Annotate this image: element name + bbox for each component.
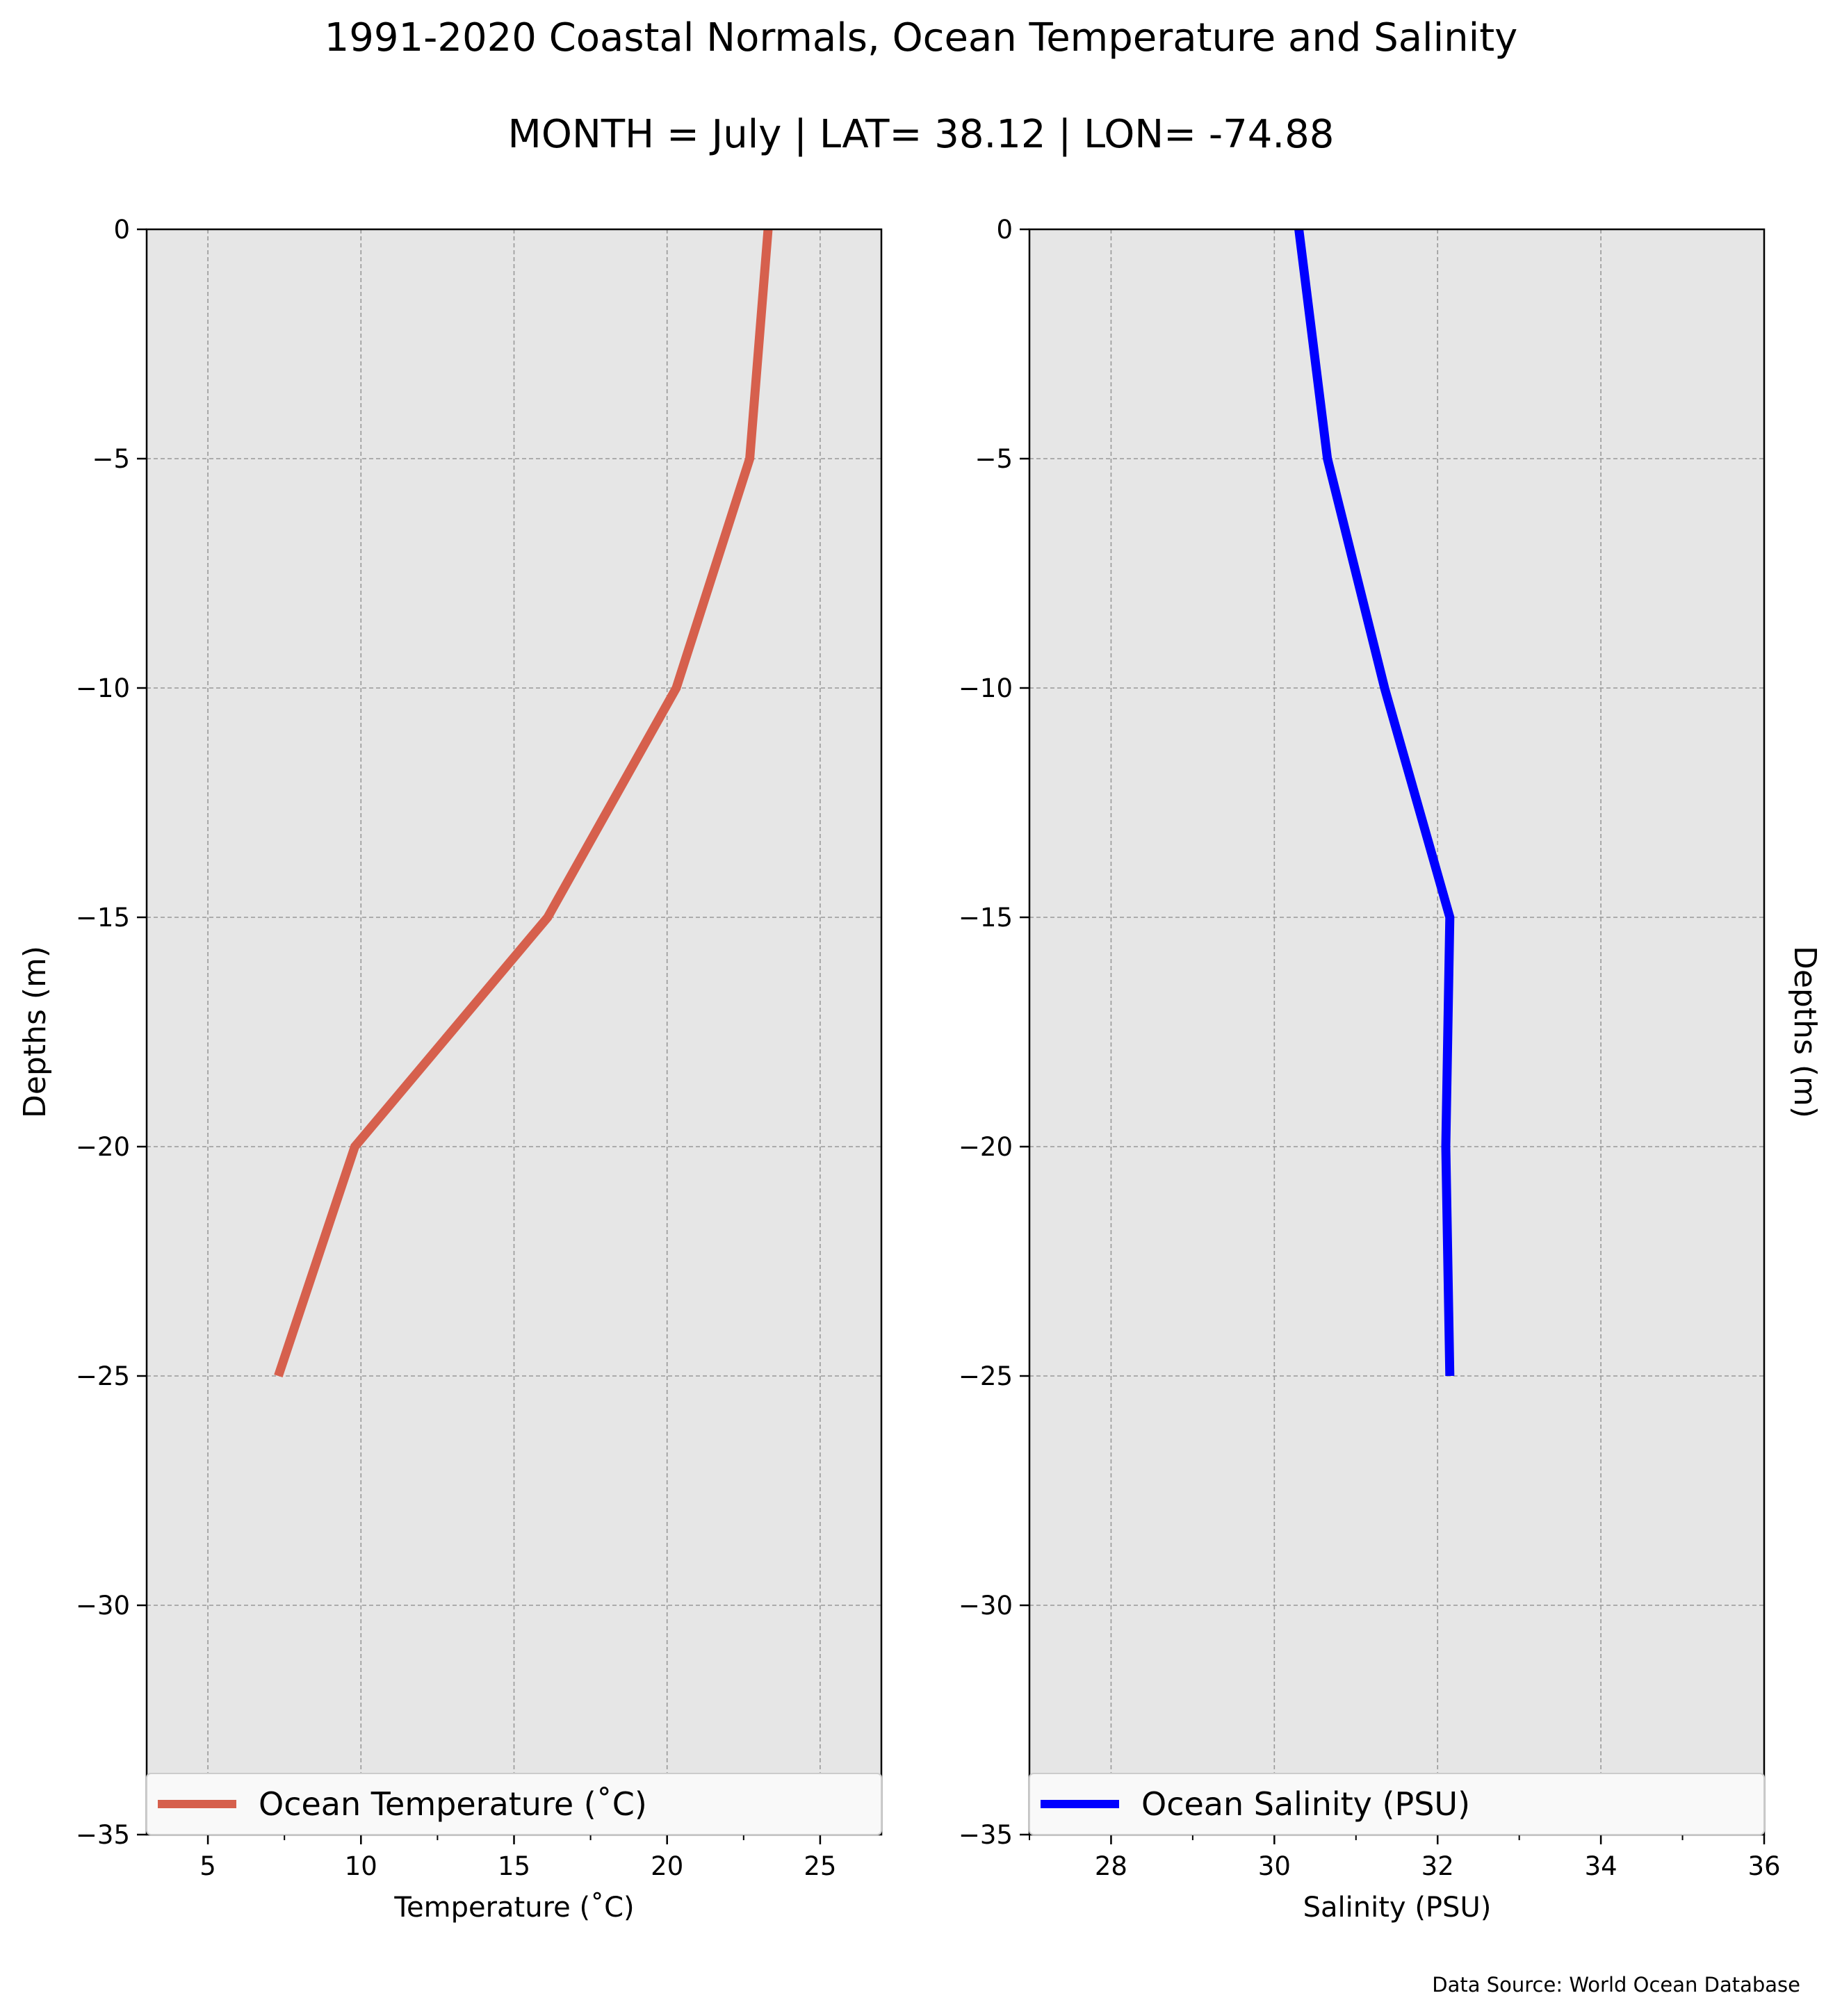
temperature-x-tick-label: 5 [199,1851,216,1881]
temperature-legend: Ocean Temperature (˚C) [146,1773,882,1835]
salinity-legend: Ocean Salinity (PSU) [1029,1773,1765,1835]
temperature-series-line [274,229,773,1378]
salinity-y-tick-label: −35 [959,1820,1013,1850]
salinity-x-axis-label: Salinity (PSU) [1303,1892,1492,1924]
temperature-legend-label: Ocean Temperature (˚C) [259,1785,647,1823]
temperature-y-tick-label: −10 [76,673,130,703]
salinity-y-tick-label: −5 [975,444,1013,474]
salinity-y-axis-label: Depths (m) [1787,946,1823,1118]
temperature-y-tick-label: −25 [76,1361,130,1391]
temperature-y-tick-label: −5 [92,444,130,474]
temperature-legend-box [146,1773,882,1835]
temperature-x-tick-label: 15 [498,1851,530,1881]
temperature-y-tick-label: −15 [76,903,130,933]
salinity-legend-label: Ocean Salinity (PSU) [1141,1785,1470,1823]
salinity-y-tick-label: −20 [959,1132,1013,1162]
salinity-y-tick-label: −30 [959,1591,1013,1621]
temperature-x-axis-label: Temperature (˚C) [393,1892,634,1924]
temperature-y-tick-label: −30 [76,1591,130,1621]
salinity-legend-box [1029,1773,1765,1835]
temperature-panel: 5 10 15 20 25 0 −5 −10 −15 −20 −25 −30 −35 Ocean Tem… [17,215,883,1924]
temperature-x-tick-label: 25 [804,1851,836,1881]
figure-subtitle: MONTH = July | LAT= 38.12 | LON= -74.88 [508,112,1335,157]
salinity-y-tick-label: −25 [959,1361,1013,1391]
temperature-x-tick-label: 10 [345,1851,377,1881]
temperature-gridlines [147,229,881,1835]
salinity-x-tick-label: 30 [1258,1851,1291,1881]
salinity-x-tick-label: 34 [1585,1851,1617,1881]
salinity-ticks: 28 30 32 34 36 0 −5 −10 −15 −20 −25 −30 −35 [959,215,1781,1881]
data-source-note: Data Source: World Ocean Database [1432,1973,1800,1997]
temperature-series [274,229,773,1378]
salinity-x-tick-label: 32 [1421,1851,1454,1881]
salinity-plot-area [1029,229,1764,1835]
salinity-series-line [1294,229,1455,1377]
temperature-y-axis-label: Depths (m) [17,946,53,1118]
temperature-y-tick-label: −35 [76,1820,130,1850]
salinity-series [1294,229,1455,1377]
temperature-y-tick-label: 0 [113,215,130,245]
salinity-x-tick-label: 36 [1747,1851,1780,1881]
salinity-x-tick-label: 28 [1095,1851,1127,1881]
salinity-y-tick-label: 0 [996,215,1013,245]
temperature-y-tick-label: −20 [76,1132,130,1162]
figure-title: 1991-2020 Coastal Normals, Ocean Tempera… [325,15,1518,60]
salinity-y-tick-label: −15 [959,903,1013,933]
temperature-ticks: 5 10 15 20 25 0 −5 −10 −15 −20 −25 −30 −35 [76,215,837,1881]
temperature-x-tick-label: 20 [651,1851,683,1881]
salinity-y-tick-label: −10 [959,673,1013,703]
salinity-panel: 28 30 32 34 36 0 −5 −10 −15 −20 −25 −30 −35 Ocean Sa… [959,215,1823,1924]
